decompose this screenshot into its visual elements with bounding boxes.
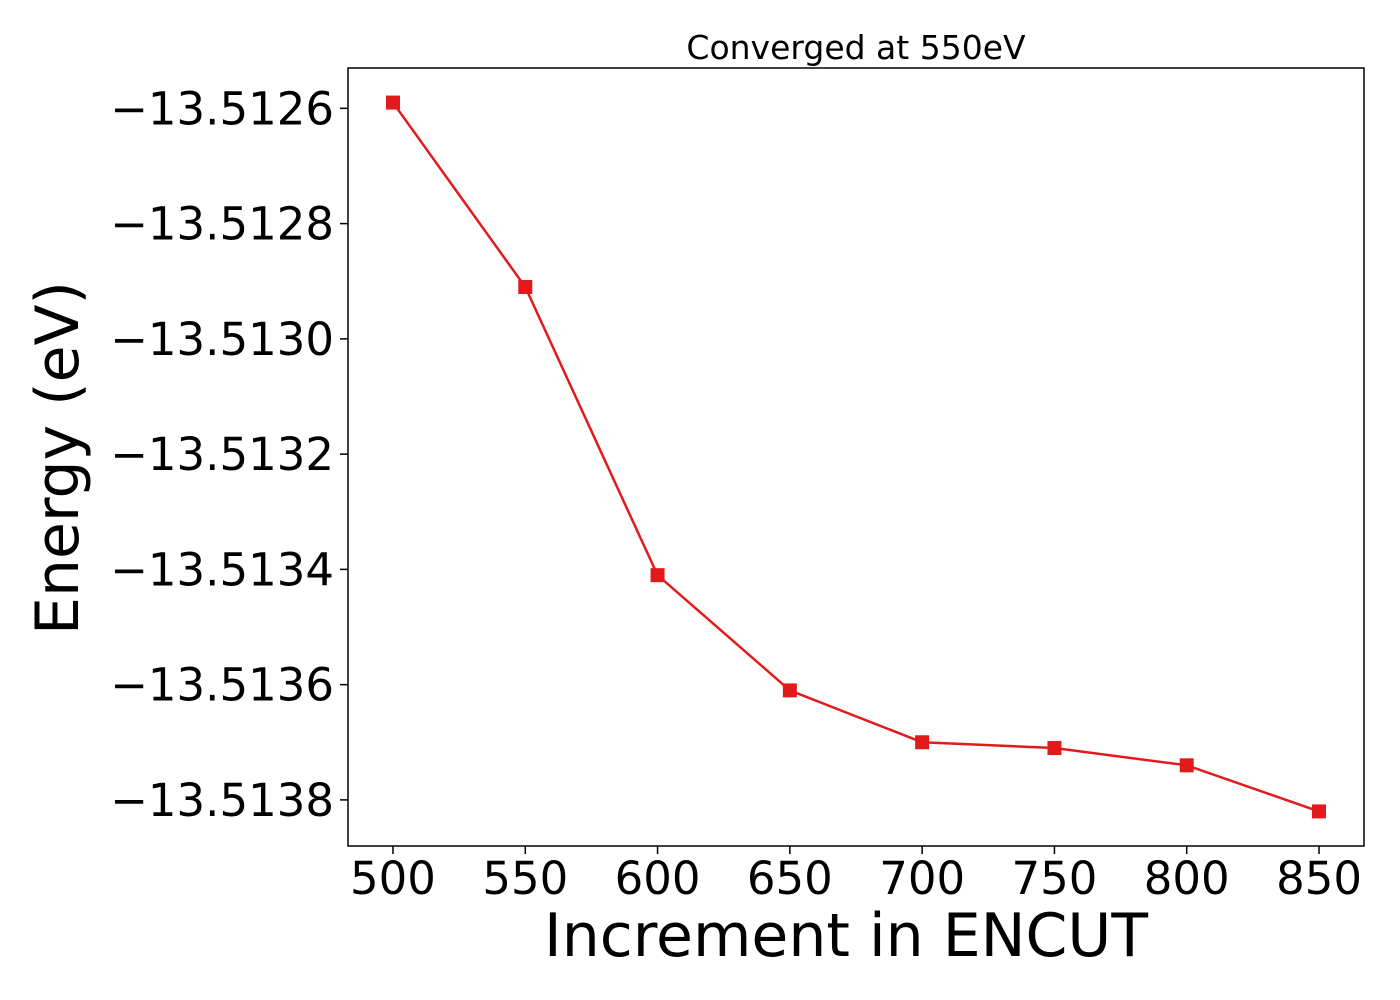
x-tick-label: 600 <box>615 852 701 905</box>
plot-area-frame <box>347 67 1365 847</box>
y-tick-label: −13.5130 <box>110 313 334 366</box>
x-tick-label: 750 <box>1011 852 1097 905</box>
data-point <box>385 95 400 110</box>
data-point <box>518 279 533 294</box>
x-tick-label: 850 <box>1276 852 1362 905</box>
data-point <box>1179 758 1194 773</box>
data-point <box>1047 741 1062 756</box>
series-markers <box>385 95 1327 819</box>
y-tick-label: −13.5128 <box>110 198 334 251</box>
x-tick-label: 550 <box>482 852 568 905</box>
y-tick-label: −13.5134 <box>110 543 334 596</box>
data-point <box>650 568 665 583</box>
y-tick-label: −13.5132 <box>110 428 334 481</box>
x-tick-label: 650 <box>747 852 833 905</box>
x-tick-label: 700 <box>879 852 965 905</box>
chart-title: Converged at 550eV <box>686 28 1026 67</box>
data-point <box>1312 804 1327 819</box>
x-axis: 500 550 600 650 700 750 800 850 <box>350 846 1362 905</box>
y-axis-label: Energy (eV) <box>23 281 93 635</box>
y-tick-label: −13.5138 <box>110 774 334 827</box>
data-point <box>915 735 930 750</box>
x-tick-label: 500 <box>350 852 436 905</box>
x-tick-label: 800 <box>1144 852 1230 905</box>
y-tick-label: −13.5126 <box>110 82 334 135</box>
y-tick-label: −13.5136 <box>110 659 334 712</box>
x-axis-label: Increment in ENCUT <box>544 901 1148 971</box>
data-point <box>782 683 797 698</box>
series-line <box>391 101 1320 813</box>
y-axis: −13.5126 −13.5128 −13.5130 −13.5132 −13.5134… <box>110 82 348 827</box>
